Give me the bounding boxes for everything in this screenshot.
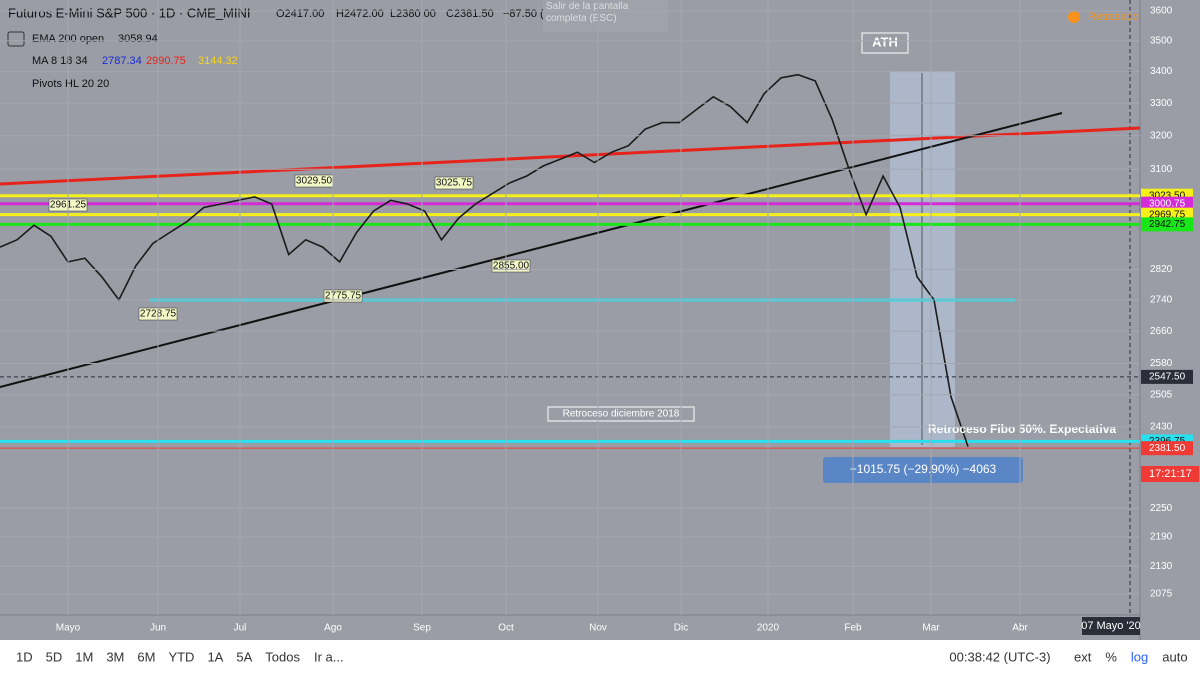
ohlc: H2472.00 xyxy=(336,8,384,20)
level-label: 2547.50 xyxy=(1149,372,1186,383)
goto[interactable]: Ir a... xyxy=(314,649,344,664)
y-tick-label: 3600 xyxy=(1150,6,1173,17)
x-tick-label: Sep xyxy=(413,623,431,634)
range-button[interactable]: YTD xyxy=(168,649,194,664)
level-label: 3023.50 xyxy=(1149,190,1186,201)
indicator-name: MA 8 18 34 xyxy=(32,55,88,67)
exit-hint-bg[interactable] xyxy=(543,0,668,32)
indicator-name: Pivots HL 20 20 xyxy=(32,78,109,90)
y-tick-label: 2430 xyxy=(1150,421,1173,432)
y-tick-label: 2190 xyxy=(1150,531,1173,542)
range-button[interactable]: 5A xyxy=(236,649,252,664)
x-tick-label: Dic xyxy=(674,623,688,634)
option-button[interactable]: % xyxy=(1105,649,1117,664)
ath-box xyxy=(861,32,909,54)
dec-box xyxy=(547,406,695,422)
y-tick-label: 3300 xyxy=(1150,98,1173,109)
level-badge xyxy=(1141,369,1193,384)
y-tick-label: 2660 xyxy=(1150,326,1173,337)
range-button[interactable]: 1M xyxy=(75,649,93,664)
pivot-label: 3029.50 xyxy=(296,176,333,187)
y-tick-label: 3500 xyxy=(1150,36,1173,47)
pivot-bg xyxy=(434,176,474,190)
option-button[interactable]: ext xyxy=(1074,649,1092,664)
indicator-value: 2990.75 xyxy=(146,55,186,67)
y-tick-label: 2505 xyxy=(1150,389,1173,400)
collapse-btn[interactable] xyxy=(7,31,25,47)
indicator-value: 3144.32 xyxy=(198,55,238,67)
x-tick-label: Feb xyxy=(844,623,862,634)
annotation: Retroceso diciembre 2018 xyxy=(563,409,680,420)
price-line xyxy=(0,73,969,447)
y-tick-label: 3400 xyxy=(1150,66,1173,77)
y-tick-label: 2130 xyxy=(1150,561,1173,572)
countdown: 17:21:17 xyxy=(1149,468,1192,480)
y-tick-label: 2075 xyxy=(1150,589,1173,600)
measure: −1015.75 (−29.90%) −4063 xyxy=(850,462,997,476)
exit-hint-text[interactable]: Salir de la pantalla completa (ESC) xyxy=(546,1,629,24)
level-badge xyxy=(1141,441,1193,456)
y-tick-label: 3100 xyxy=(1150,164,1173,175)
level-label: 2381.50 xyxy=(1149,443,1186,454)
level-badge xyxy=(1141,196,1193,211)
title: Futuros E-Mini S&P 500 · 1D · CME_MINI xyxy=(8,5,251,20)
y-tick-label: 3200 xyxy=(1150,130,1173,141)
x-tick-label: Oct xyxy=(498,623,514,634)
x-tick-label: Mayo xyxy=(56,623,81,634)
x-tick-label: Abr xyxy=(1012,623,1028,634)
y-tick-label: 2820 xyxy=(1150,264,1173,275)
range-button[interactable]: 6M xyxy=(137,649,155,664)
x-cursor-bg xyxy=(1082,617,1140,635)
exit-hint[interactable]: Salir de la pantalla completa (ESC) xyxy=(546,1,666,33)
level-label: 2969.75 xyxy=(1149,209,1186,220)
range-button[interactable]: 3M xyxy=(106,649,124,664)
option-button[interactable]: log xyxy=(1131,649,1148,664)
ohlc: L2380.00 xyxy=(390,8,436,20)
y-tick-label: 2580 xyxy=(1150,358,1173,369)
option-button[interactable]: auto xyxy=(1162,649,1187,664)
annotation: Retroceso Fibo 50%. Expectativa xyxy=(928,422,1116,436)
measure-box xyxy=(823,457,1023,483)
range-button[interactable]: Todos xyxy=(265,649,300,664)
x-tick-label: 2020 xyxy=(757,623,780,634)
x-tick-label: Mar xyxy=(922,623,940,634)
x-cursor: 07 Mayo '20 xyxy=(1081,620,1141,632)
x-tick-label: Nov xyxy=(589,623,607,634)
level-label: 3000.75 xyxy=(1149,198,1186,209)
countdown-bg xyxy=(1141,466,1199,482)
pivot-label: 2855.00 xyxy=(493,261,530,272)
range-button[interactable]: 5D xyxy=(46,649,63,664)
level-label: 2942.75 xyxy=(1149,219,1186,230)
range-button[interactable]: 1D xyxy=(16,649,33,664)
delayed-icon[interactable] xyxy=(1068,11,1080,23)
x-tick-label: Jun xyxy=(150,623,166,634)
indicator-value: 3058.94 xyxy=(118,33,158,45)
indicator-value: 2787.34 xyxy=(102,55,142,67)
y-tick-label: 2250 xyxy=(1150,503,1173,514)
level-badge xyxy=(1141,217,1193,232)
ohlc: O2417.00 xyxy=(276,8,324,20)
pivot-label: 2775.75 xyxy=(325,291,362,302)
x-tick-label: Ago xyxy=(324,623,342,634)
pivot-label: 3025.75 xyxy=(436,178,473,189)
range-button[interactable]: 1A xyxy=(207,649,223,664)
chart-bg xyxy=(0,0,1200,640)
trend-line xyxy=(0,112,1063,388)
toolbar-bg xyxy=(0,640,1200,675)
clock: 00:38:42 (UTC-3) xyxy=(949,649,1050,664)
ohlc: C2381.50 xyxy=(446,8,494,20)
x-tick-label: Jul xyxy=(234,623,247,634)
delayed[interactable]: Retrasado xyxy=(1088,11,1139,23)
y-tick-label: 2740 xyxy=(1150,294,1173,305)
ath: ATH xyxy=(872,34,898,49)
